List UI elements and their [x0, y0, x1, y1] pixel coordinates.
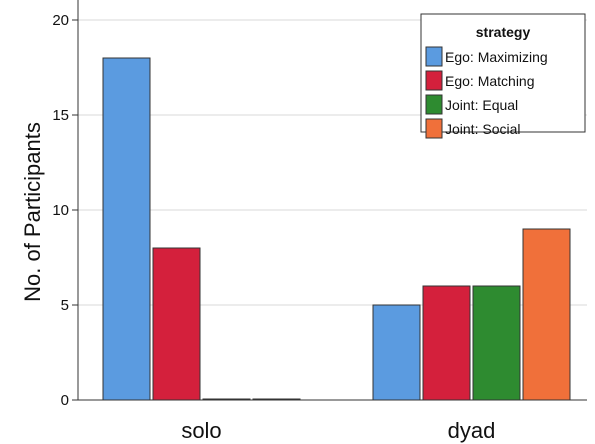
axes: [77, 0, 587, 401]
y-tick-label: 10: [52, 202, 69, 219]
bar-solo-ego-maximizing: [102, 57, 151, 401]
y-axis-ticks: 0 5 10 15 20: [52, 12, 78, 409]
y-tick-label: 20: [52, 12, 69, 29]
x-category-label: solo: [181, 418, 221, 443]
legend-swatch: [425, 70, 443, 91]
x-category-label: dyad: [448, 418, 496, 443]
legend-label: Joint: Equal: [445, 97, 518, 113]
y-axis-title: No. of Participants: [20, 122, 45, 302]
y-tick-label: 0: [61, 392, 69, 409]
bar-dyad-joint-social: [522, 228, 571, 401]
bars: [102, 57, 571, 401]
bar-dyad-ego-matching: [422, 285, 471, 401]
legend-label: Ego: Matching: [445, 73, 535, 89]
legend-box: [420, 13, 586, 133]
legend-swatch: [425, 46, 443, 67]
legend-label: Joint: Social: [445, 121, 520, 137]
legend-swatch: [425, 94, 443, 115]
bar-dyad-ego-maximizing: [372, 304, 421, 401]
y-tick-label: 5: [61, 297, 69, 314]
bar-dyad-joint-equal: [472, 285, 521, 401]
legend-title: strategy: [476, 24, 531, 40]
bar-solo-ego-matching: [152, 247, 201, 401]
x-axis-category-labels: solo dyad: [181, 418, 495, 443]
legend-swatch: [425, 118, 443, 139]
legend-label: Ego: Maximizing: [445, 49, 548, 65]
y-tick-label: 15: [52, 107, 69, 124]
legend: strategy Ego: Maximizing Ego: Matching Join…: [420, 13, 586, 139]
